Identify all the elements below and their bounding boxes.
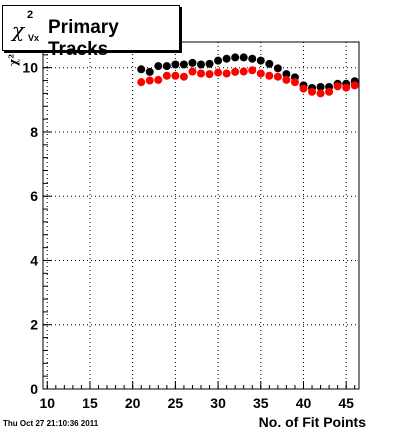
y-tick-label: 2 [30,317,38,333]
series-1-point [239,67,248,76]
series-1-point [325,87,334,96]
title-superscript: 2 [27,9,34,21]
y-tick-label: 0 [30,381,38,397]
series-1-point [231,67,240,76]
axis-ticks: 10 15 20 25 30 35 40 45 0 2 4 6 8 10 [22,41,356,411]
series-1-point [316,89,325,98]
series-0-point [231,53,240,62]
title-subscript: Vx [28,33,40,43]
series-0-point [239,53,248,62]
y-tick-label: 4 [30,252,38,268]
series-1-point [179,72,188,81]
series-0-point [316,82,325,91]
series-0-point [171,60,180,69]
series-0-point [214,56,223,65]
series-1-point [248,66,257,75]
title-chi-symbol: χ [12,18,25,42]
series-1-point [162,71,171,80]
series-1-point [265,71,274,80]
x-tick-label: 30 [210,395,226,411]
x-tick-label: 25 [168,395,184,411]
x-tick-label: 15 [82,395,98,411]
series-1-point [333,82,342,91]
series-1-point [171,71,180,80]
series-1-point [214,68,223,77]
series-1-point [222,69,231,78]
series-1-point [145,76,154,85]
series-1-point [282,75,291,84]
series-0-point [145,67,154,76]
series-0-point [137,65,146,74]
series-0-point [222,54,231,63]
series-0-point [205,59,214,68]
series-1-point [308,87,317,96]
series-1-point [350,81,359,90]
series-0-point [188,58,197,67]
series-1-point [197,69,205,78]
x-tick-label: 45 [338,395,354,411]
series-0-point [256,56,265,65]
data-markers [137,53,359,98]
series-0-point [179,60,188,69]
series-1-point [290,78,299,87]
footer-timestamp: Thu Oct 27 21:10:36 2011 [3,419,99,428]
series-0-point [273,64,282,73]
series-1-point [205,70,214,79]
series-0-point [248,54,257,63]
series-1-point [188,67,197,76]
x-tick-label: 20 [125,395,141,411]
x-tick-label: 35 [253,395,269,411]
x-tick-label: 40 [296,395,312,411]
series-1-point [342,83,351,92]
chart-title-box: χ 2 Vx Primary Tracks [2,5,180,60]
series-0-point [162,62,171,71]
x-tick-label: 10 [39,395,55,411]
grid-lines [43,42,359,389]
series-0-point [282,70,291,79]
y-tick-label: 8 [30,124,38,140]
series-0-point [154,62,163,71]
series-1-point [256,69,265,78]
y-tick-label: 6 [30,188,38,204]
chart-title: Primary Tracks [48,17,119,60]
series-1-point [137,78,146,87]
series-0-point [265,59,274,68]
series-1-point [273,72,282,81]
x-axis-label: No. of Fit Points [259,414,367,430]
y-tick-label: 10 [22,60,38,76]
series-1-point [299,84,308,93]
series-0-point [197,60,205,69]
series-1-point [154,75,163,84]
y-axis-label: χ² [7,54,20,66]
